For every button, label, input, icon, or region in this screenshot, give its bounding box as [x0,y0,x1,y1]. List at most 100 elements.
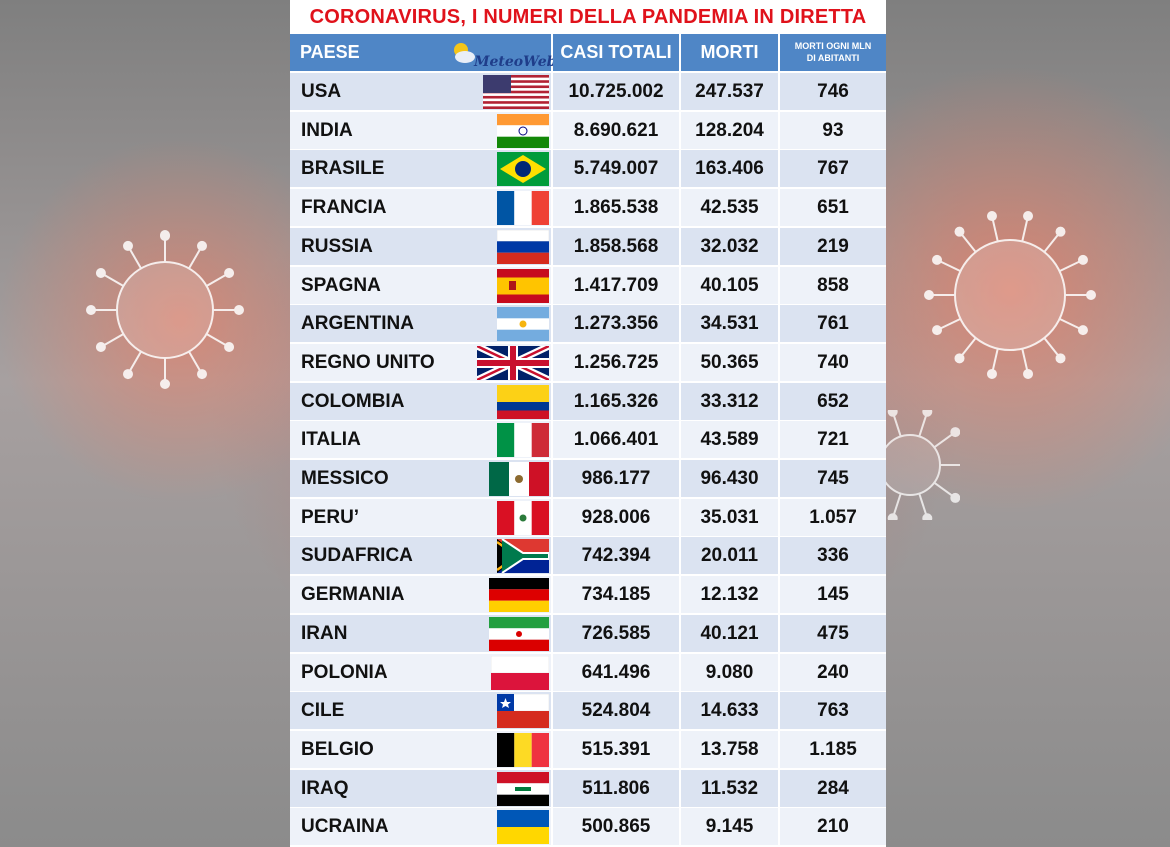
mexico-flag-icon [489,462,549,496]
cases-cell: 1.256.725 [553,343,679,381]
table-row: ITALIA 1.066.401 43.589 721 [290,421,886,459]
deaths-per-mln-cell: 219 [780,227,886,265]
deaths-per-mln-cell: 1.057 [780,498,886,536]
table-row: ARGENTINA 1.273.356 34.531 761 [290,305,886,343]
country-cell: CILE [290,692,551,730]
country-cell: ARGENTINA [290,305,551,343]
table-row: COLOMBIA 1.165.326 33.312 652 [290,382,886,420]
cases-cell: 1.066.401 [553,421,679,459]
deaths-per-mln-cell: 336 [780,537,886,575]
pandemic-table: CORONAVIRUS, I NUMERI DELLA PANDEMIA IN … [290,0,886,847]
header-mln-line2: DI ABITANTI [806,53,860,63]
cases-cell: 1.273.356 [553,305,679,343]
deaths-cell: 247.537 [681,73,778,110]
country-name: UCRAINA [301,816,389,838]
deaths-cell: 96.430 [681,460,778,497]
cases-cell: 1.858.568 [553,227,679,265]
country-name: ITALIA [301,429,361,451]
country-name: SUDAFRICA [301,545,413,567]
table-row: SPAGNA 1.417.709 40.105 858 [290,266,886,304]
country-name: MESSICO [301,468,389,489]
header-mln-line1: MORTI OGNI MLN [794,41,872,51]
country-cell: BELGIO [290,730,551,768]
deaths-per-mln-cell: 284 [780,769,886,807]
country-cell: ITALIA [290,421,551,459]
header-paese: PAESE MeteoWeb [290,34,556,71]
deaths-cell: 128.204 [681,111,778,149]
cases-cell: 1.417.709 [553,266,679,304]
meteoweb-logo: MeteoWeb [450,38,556,70]
poland-flag-icon [491,655,549,690]
deaths-cell: 9.145 [681,808,778,846]
deaths-per-mln-cell: 767 [780,150,886,188]
country-name: IRAN [301,622,348,644]
deaths-per-mln-cell: 761 [780,305,886,343]
country-cell: UCRAINA [290,808,551,846]
country-name: COLOMBIA [301,390,405,412]
deaths-cell: 40.105 [681,266,778,304]
deaths-cell: 14.633 [681,692,778,730]
deaths-cell: 33.312 [681,382,778,420]
country-name: ARGENTINA [301,313,414,335]
deaths-per-mln-cell: 740 [780,343,886,381]
country-name: INDIA [301,119,353,141]
virus-small-icon [880,410,960,520]
cases-cell: 1.865.538 [553,189,679,227]
virus-left-icon [86,230,244,389]
country-name: FRANCIA [301,197,387,219]
deaths-cell: 13.758 [681,730,778,768]
cases-cell: 8.690.621 [553,111,679,149]
deaths-cell: 9.080 [681,653,778,691]
deaths-per-mln-cell: 475 [780,614,886,652]
deaths-cell: 12.132 [681,576,778,614]
deaths-per-mln-cell: 1.185 [780,730,886,768]
deaths-cell: 43.589 [681,421,778,459]
india-flag-icon [497,113,549,148]
south-africa-flag-icon [497,539,549,574]
usa-flag-icon [483,75,549,109]
table-row: GERMANIA 734.185 12.132 145 [290,576,886,614]
deaths-cell: 32.032 [681,227,778,265]
cases-cell: 734.185 [553,576,679,614]
table-row: CILE 524.804 14.633 763 [290,692,886,730]
header-morti: MORTI [681,34,778,71]
cases-cell: 5.749.007 [553,150,679,188]
country-cell: MESSICO [290,460,551,497]
deaths-cell: 11.532 [681,769,778,807]
deaths-cell: 163.406 [681,150,778,188]
uk-flag-icon [477,345,549,380]
virus-right-icon [924,211,1096,379]
country-name: RUSSIA [301,235,373,257]
cases-cell: 928.006 [553,498,679,536]
country-cell: INDIA [290,111,551,149]
cases-cell: 524.804 [553,692,679,730]
chile-flag-icon [497,694,549,729]
table-row: IRAN 726.585 40.121 475 [290,614,886,652]
table-header: PAESE MeteoWeb CASI TOTALI MORTI MORTI O… [290,34,886,71]
country-cell: USA [290,73,551,110]
deaths-per-mln-cell: 652 [780,382,886,420]
cases-cell: 500.865 [553,808,679,846]
country-name: POLONIA [301,661,388,683]
colombia-flag-icon [497,384,549,419]
cases-cell: 10.725.002 [553,73,679,110]
logo-text: MeteoWeb [474,54,557,70]
deaths-cell: 20.011 [681,537,778,575]
cases-cell: 515.391 [553,730,679,768]
table-row: INDIA 8.690.621 128.204 93 [290,111,886,149]
country-cell: IRAN [290,614,551,652]
deaths-per-mln-cell: 240 [780,653,886,691]
deaths-cell: 35.031 [681,498,778,536]
country-cell: IRAQ [290,769,551,807]
header-morti-mln: MORTI OGNI MLN DI ABITANTI [780,34,886,71]
table-row: PERU’ 928.006 35.031 1.057 [290,498,886,536]
italy-flag-icon [497,423,549,458]
country-name: BELGIO [301,738,374,760]
table-row: REGNO UNITO 1.256.725 50.365 740 [290,343,886,381]
country-name: CILE [301,700,345,722]
deaths-per-mln-cell: 746 [780,73,886,110]
country-cell: COLOMBIA [290,382,551,420]
page-title: CORONAVIRUS, I NUMERI DELLA PANDEMIA IN … [309,6,867,28]
country-cell: SPAGNA [290,266,551,304]
country-cell: RUSSIA [290,227,551,265]
